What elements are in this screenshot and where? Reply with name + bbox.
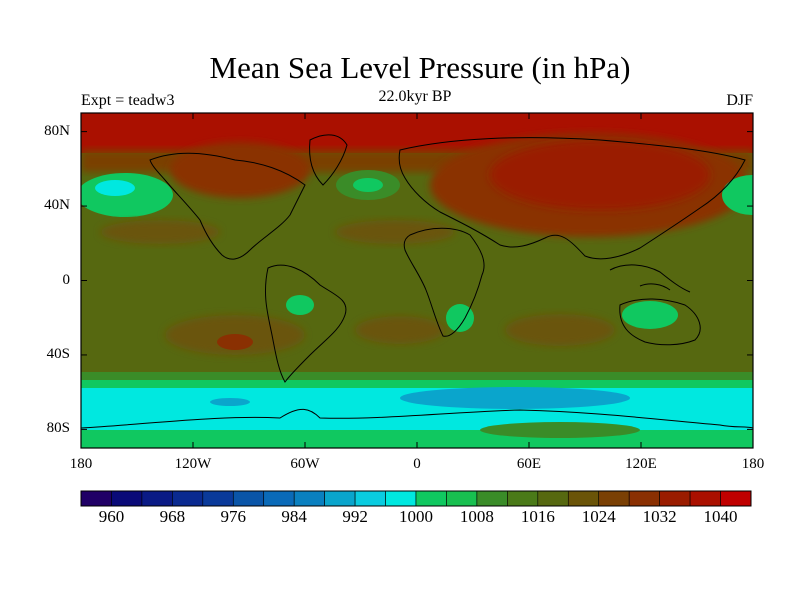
colorbar-swatch [141,490,173,507]
colorbar-label: 1032 [642,507,677,526]
map-title: Mean Sea Level Pressure (in hPa) [209,50,631,85]
colorbar-swatch [446,490,478,507]
coast-north-america [149,152,306,260]
colorbar [80,490,752,507]
colorbar-label: 984 [281,507,307,526]
lon-tick-label: 60W [290,456,320,472]
north-pacific-low-outer [81,173,173,217]
coast-southeast-asia [609,264,691,293]
lat-tick-label: 40S [46,345,70,362]
colorbar-label: 1008 [459,507,494,526]
south-african-low [446,304,474,332]
colorbar-swatch [567,490,600,507]
lon-tick-label: 180 [69,456,93,472]
north-pacific-ridge [100,220,220,244]
colorbar-swatch [537,490,569,507]
lat-tick-label: 0 [62,271,71,288]
axis-ticks [80,113,754,448]
colorbar-swatch [689,490,721,507]
colorbar-swatch [385,490,417,507]
circumpolar-low-core [400,387,630,409]
coast-eurasia [398,137,746,260]
coast-australia [619,298,701,346]
south-atlantic-high [355,316,445,344]
antarctic-high-patch [480,422,640,438]
colorbar-label: 960 [98,507,125,526]
lon-tick-label: 60E [516,456,542,472]
colorbar-swatch [720,490,752,507]
south-american-low [286,295,314,315]
indian-ocean-high [505,314,615,346]
colorbar-swatch [263,490,295,507]
colorbar-label: 1000 [399,507,433,526]
colorbar-swatch [172,490,204,507]
aleutian-low-east [722,175,753,215]
colorbar-label: 1024 [581,507,616,526]
lon-tick-label: 120E [625,456,657,472]
lat-tick-label: 40N [44,197,70,214]
colorbar-label: 1016 [520,507,555,526]
arctic-lobe-canada [170,142,310,198]
coast-africa [403,227,485,337]
lat-tick-label: 80S [46,420,70,437]
coast-south-america [264,264,347,383]
north-atlantic-ridge [335,220,455,244]
colorbar-swatch [476,490,508,507]
colorbar-swatch [415,490,447,507]
colorbar-label: 1040 [703,507,738,526]
colorbar-label: 968 [159,507,186,526]
icelandic-low-core [353,178,383,192]
colorbar-swatch [628,490,660,507]
south-pacific-high-core [217,334,253,350]
colorbar-frame [80,490,752,507]
period-label: 22.0kyr BP [378,88,452,105]
colorbar-swatch [80,490,112,507]
colorbar-swatch [324,490,356,507]
lon-tick-label: 0 [413,456,421,472]
colorbar-label: 992 [342,507,368,526]
colorbar-swatch [111,490,143,507]
lat-tick-label: 80N [44,122,70,139]
season-label: DJF [726,92,753,109]
coast-antarctica [81,408,753,429]
band-southern-ocean-1 [81,380,753,390]
australian-low [622,301,678,329]
experiment-label: Expt = teadw3 [81,92,175,109]
colorbar-swatch [354,490,386,507]
circumpolar-low-west [210,398,250,406]
colorbar-swatch [598,490,630,507]
coastlines [81,134,753,429]
colorbar-swatch [232,490,265,507]
lon-tick-label: 120W [174,456,212,472]
lon-tick-label: 180 [741,456,765,472]
colorbar-swatch [659,490,691,507]
colorbar-swatch [507,490,539,507]
colorbar-swatch [202,490,234,507]
colorbar-swatch [293,490,325,507]
colorbar-label: 976 [220,507,247,526]
north-pacific-low-core [95,180,135,196]
coast-greenland [309,134,348,186]
eurasian-high-core [490,140,710,210]
